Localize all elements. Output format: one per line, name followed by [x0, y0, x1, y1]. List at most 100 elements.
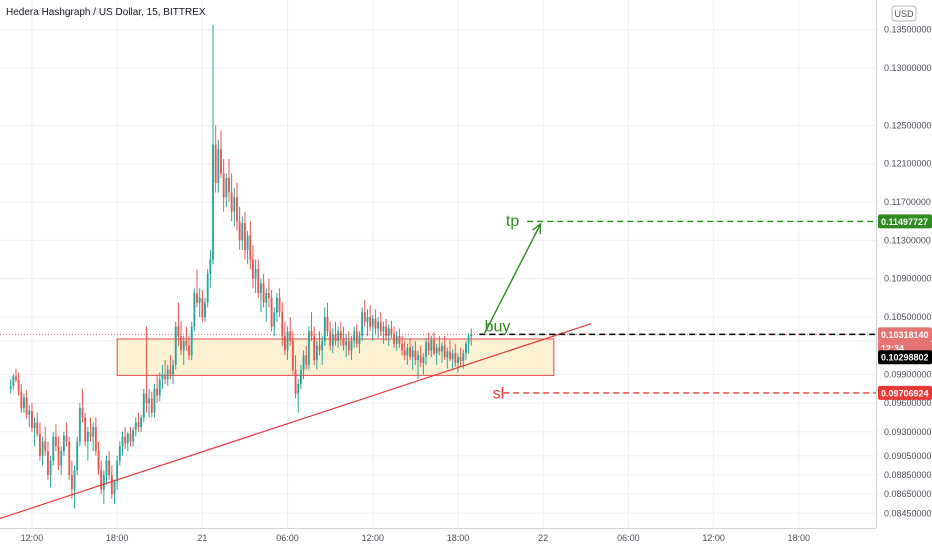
candle-body [134, 422, 137, 430]
candle-body [217, 149, 220, 183]
arrow-head [532, 222, 542, 235]
candle-body [307, 331, 310, 365]
candle-body [321, 340, 324, 351]
price-axis[interactable]: 0.13500000 0.13000000 0.12500000 0.12100000… [876, 0, 932, 550]
candle-body [270, 297, 273, 327]
candle-body [310, 331, 313, 337]
candle-body [395, 336, 398, 344]
candle-body [326, 316, 329, 332]
candle-body [454, 353, 457, 363]
candle-body [299, 369, 302, 385]
candle-body [76, 441, 79, 471]
candle-body [65, 435, 68, 442]
candle-body [201, 297, 204, 317]
candle-body [164, 374, 167, 380]
candle-body [156, 388, 159, 396]
candle-body [36, 422, 39, 434]
candle-body [430, 339, 433, 351]
price-badge-sl: 0.09706924 [881, 388, 929, 398]
candle-body [118, 446, 121, 461]
candle-body [185, 340, 188, 346]
candle-body [100, 470, 103, 490]
time-tick-label: 18:00 [447, 533, 470, 543]
candle-body [406, 347, 409, 356]
annotation-tp: tp [506, 213, 519, 230]
candle-body [470, 334, 473, 337]
candle-body [41, 441, 44, 456]
candle-body [166, 369, 169, 380]
candle-body [9, 385, 12, 389]
candle-body [329, 331, 332, 346]
candle-body [212, 144, 214, 260]
candle-body [371, 318, 374, 327]
candle-body [116, 460, 119, 482]
candle-body [347, 340, 350, 351]
price-tick-label: 0.09050000 [884, 451, 932, 461]
candle-body [369, 316, 372, 327]
candle-body [427, 341, 430, 351]
candle-body [265, 293, 268, 303]
candle-body [435, 347, 438, 354]
candle-body [209, 259, 212, 274]
candle-body [449, 351, 451, 360]
candle-body [419, 355, 422, 363]
candle-body [52, 436, 55, 461]
candle-body [353, 331, 356, 341]
candle-body [281, 312, 284, 337]
candle-body [411, 350, 414, 358]
price-tick-label: 0.08450000 [884, 508, 932, 518]
candle-body [20, 391, 23, 408]
candle-body [286, 331, 289, 351]
candle-body [294, 369, 297, 394]
price-tick-label: 0.08650000 [884, 489, 932, 499]
candle-body [150, 398, 153, 413]
candle-body [110, 474, 113, 495]
candle-body [465, 343, 467, 354]
candle-body [318, 345, 321, 351]
candle-body [174, 326, 177, 365]
candle-body [289, 331, 292, 341]
candle-body [204, 302, 206, 317]
currency-button[interactable]: USD [891, 5, 917, 22]
candle-body [73, 470, 76, 490]
candle-body [409, 347, 411, 358]
arrow-shaft [483, 223, 542, 334]
candle-body [401, 343, 403, 351]
candle-body [193, 293, 196, 327]
candle-body [214, 144, 217, 183]
time-tick-label: 12:00 [702, 533, 725, 543]
candle-body [262, 283, 265, 303]
price-axis-bg [876, 0, 932, 550]
candle-body [414, 350, 417, 361]
chart-title: Hedera Hashgraph / US Dollar, 15, BITTRE… [6, 7, 206, 18]
candle-body [28, 410, 31, 415]
time-tick-label: 21 [197, 533, 207, 543]
candle-body [196, 293, 198, 303]
candle-body [313, 336, 316, 361]
annotation-sl: sl [493, 386, 505, 403]
candle-body [60, 451, 63, 466]
candle-body [379, 321, 382, 332]
price-tick-label: 0.08850000 [884, 470, 932, 480]
candle-body [177, 326, 180, 337]
candle-body [291, 340, 294, 370]
candle-body [108, 460, 111, 475]
candle-body [345, 340, 348, 346]
candle-body [425, 341, 427, 358]
candle-body [188, 345, 190, 356]
candle-body [86, 431, 89, 442]
time-axis[interactable]: 12:00 18:00 21 06:00 12:00 18:00 22 06:00 12:00 1… [0, 528, 876, 544]
trendline [0, 323, 592, 520]
candle-body [315, 345, 318, 361]
candle-body [129, 433, 132, 442]
candle-body [198, 297, 201, 303]
candle-body [102, 474, 105, 490]
candle-body [148, 398, 151, 404]
candle-body [54, 436, 57, 447]
price-tick-label: 0.10900000 [884, 274, 932, 284]
candle-body [246, 235, 249, 250]
candle-body [97, 451, 100, 471]
candle-body [137, 422, 140, 428]
